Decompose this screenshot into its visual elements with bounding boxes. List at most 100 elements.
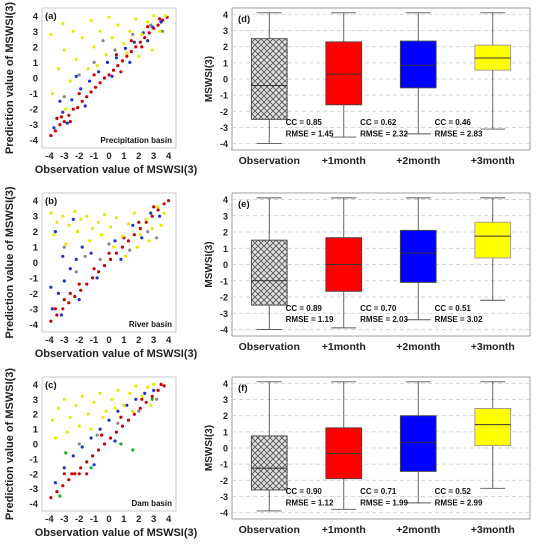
cc-stat: CC = 0.89: [286, 304, 323, 313]
scatter-point: [150, 397, 154, 401]
scatter-point: [52, 126, 56, 130]
y-tick-label: 4: [33, 380, 39, 391]
y-tick-label: -2: [220, 293, 228, 303]
scatter-point: [134, 384, 138, 388]
cc-stat: CC = 0.46: [435, 118, 472, 127]
y-tick-label: -2: [30, 105, 38, 116]
scatter-point: [77, 73, 81, 77]
scatter-point: [119, 442, 123, 446]
y-tick-label: -3: [30, 304, 38, 315]
scatter-point: [140, 236, 144, 240]
scatter-point: [55, 490, 59, 494]
basin-annotation: Dam basin: [132, 499, 173, 508]
scatter-point: [92, 463, 96, 467]
category-label: Observation: [239, 341, 300, 353]
scatter-point: [56, 291, 61, 295]
scatter-point: [110, 397, 114, 401]
scatter-point: [61, 110, 65, 114]
scatter-point: [56, 67, 61, 71]
scatter-point: [62, 298, 66, 302]
y-tick-label: 3: [223, 395, 228, 405]
scatter-point: [158, 214, 162, 218]
y-tick-label: 4: [223, 10, 228, 20]
scatter-point: [71, 107, 75, 111]
scatter-point: [116, 23, 120, 27]
y-tick-label: 3: [223, 211, 228, 221]
scatter-point: [92, 267, 96, 271]
scatter-point: [143, 391, 147, 395]
y-tick-label: -3: [30, 484, 38, 495]
scatter-point: [71, 29, 75, 33]
scatter-point: [131, 223, 135, 227]
x-tick-label: 0: [106, 151, 111, 162]
y-axis-title: Prediction value of MSWSI(3): [4, 186, 16, 339]
scatter-point: [113, 439, 117, 443]
scatter-point: [85, 472, 89, 476]
rmse-stat: RMSE = 3.02: [435, 315, 483, 324]
y-tick-label: 1: [223, 427, 228, 437]
scatter-point: [97, 270, 101, 274]
scatter-point: [161, 29, 165, 33]
rmse-stat: RMSE = 1.12: [286, 498, 334, 507]
x-tick-label: 4: [166, 151, 172, 162]
x-tick-label: 3: [151, 151, 156, 162]
y-tick-label: 1: [223, 244, 228, 254]
scatter-point: [89, 90, 93, 94]
scatter-point: [114, 251, 118, 255]
scatter-point: [62, 472, 66, 476]
scatter-point: [146, 230, 150, 234]
category-label: +2month: [396, 155, 440, 167]
panel-label: (b): [45, 196, 57, 207]
scatter-point: [152, 382, 156, 386]
scatter-point: [98, 427, 102, 431]
category-label: +1month: [322, 155, 366, 167]
y-tick-label: -2: [220, 107, 228, 117]
y-tick-label: 4: [33, 196, 39, 207]
scatter-point: [129, 50, 133, 54]
scatter-point: [116, 64, 120, 68]
scatter-point: [116, 421, 120, 425]
scatter-point: [162, 211, 166, 215]
y-tick-label: -3: [220, 123, 228, 133]
scatter-point: [68, 291, 72, 295]
scatter-point: [53, 307, 58, 311]
box: [250, 435, 288, 491]
scatter-point: [120, 59, 124, 63]
scatter-point: [76, 106, 80, 110]
scatter-point: [68, 120, 72, 124]
scatter-point: [83, 104, 87, 108]
x-tick-label: -3: [60, 335, 68, 346]
scatter-point: [131, 409, 135, 413]
scatter-point: [55, 220, 59, 224]
y-tick-label: 4: [33, 11, 39, 22]
y-tick-label: 0: [33, 74, 38, 85]
scatter-point: [134, 17, 138, 21]
y-tick-label: -1: [30, 89, 39, 100]
box: [474, 221, 512, 259]
y-tick-label: -4: [220, 325, 228, 335]
scatter-point: [113, 239, 117, 243]
scatter-point: [159, 223, 163, 227]
scatter-point: [65, 430, 69, 434]
box: [250, 239, 288, 306]
panel-label: (d): [238, 14, 250, 25]
y-tick-label: -4: [30, 499, 39, 510]
x-tick-label: 0: [106, 514, 111, 525]
y-tick-label: 3: [33, 395, 38, 406]
scatter-point: [146, 39, 150, 43]
scatter-point: [89, 251, 93, 255]
scatter-panel: (a)Precipitation basin-4 -3 -2 -1 0 1 2 3 443210…: [4, 2, 198, 176]
panel-label: (c): [45, 380, 57, 391]
cc-stat: CC = 0.90: [286, 487, 323, 496]
x-tick-label: 2: [136, 335, 141, 346]
y-axis-title: MSWSI(3): [204, 56, 215, 102]
y-tick-label: 2: [223, 42, 228, 52]
y-tick-label: -2: [220, 476, 228, 486]
scatter-point: [61, 22, 65, 26]
scatter-point: [107, 418, 111, 422]
scatter-point: [89, 466, 93, 470]
scatter-point: [55, 313, 59, 317]
scatter-point: [140, 45, 144, 49]
scatter-point: [97, 70, 101, 74]
